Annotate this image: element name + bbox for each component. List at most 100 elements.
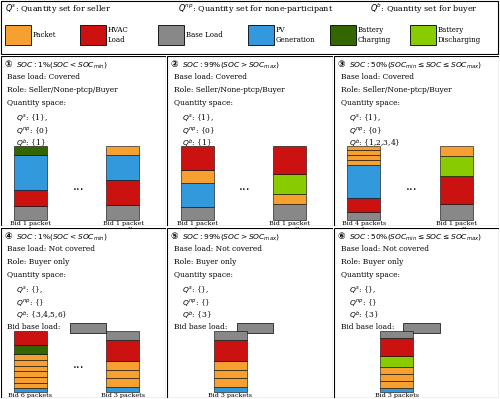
Text: $Q^b$: {3}: $Q^b$: {3} — [182, 310, 212, 322]
Text: ③: ③ — [338, 60, 345, 69]
Text: ④: ④ — [4, 232, 12, 241]
Bar — [106, 340, 140, 361]
Text: Role: Buyer only: Role: Buyer only — [340, 258, 403, 266]
Bar — [214, 340, 246, 361]
Bar — [180, 207, 214, 219]
Text: Bid 1 packet
as a seller: Bid 1 packet as a seller — [102, 221, 144, 232]
Bar — [106, 387, 140, 391]
Bar — [404, 324, 440, 333]
Bar — [348, 160, 380, 165]
Bar — [410, 25, 436, 45]
Text: Bid 1 packet
as a buyer: Bid 1 packet as a buyer — [176, 221, 218, 232]
Text: $Q^b$: {3}: $Q^b$: {3} — [349, 310, 379, 322]
Bar — [440, 203, 473, 219]
Bar — [106, 146, 140, 155]
Text: Bid 1 packet
as a seller: Bid 1 packet as a seller — [269, 221, 310, 232]
Text: Base load: Not covered: Base load: Not covered — [8, 245, 96, 253]
Text: Role: Seller/None-ptcp/Buyer: Role: Seller/None-ptcp/Buyer — [174, 86, 284, 94]
Text: Packet: Packet — [33, 31, 56, 39]
Bar — [440, 156, 473, 176]
Text: Bid base load:: Bid base load: — [174, 323, 228, 331]
Text: $\it{SOC: 50\% (SOC_{min} \leq SOC \leq SOC_{max})}$: $\it{SOC: 50\% (SOC_{min} \leq SOC \leq … — [349, 232, 482, 242]
Text: $Q^{np}$: {0}: $Q^{np}$: {0} — [16, 125, 49, 136]
Text: Bid 4 packets
as a buyer: Bid 4 packets as a buyer — [342, 221, 386, 232]
Text: $Q^s$: {},: $Q^s$: {}, — [16, 284, 43, 295]
Bar — [380, 367, 414, 374]
Text: Quantity space:: Quantity space: — [174, 271, 233, 279]
Bar — [180, 170, 214, 183]
Text: Role: Buyer only: Role: Buyer only — [8, 258, 70, 266]
Text: $Q^{np}$: {0}: $Q^{np}$: {0} — [349, 125, 382, 136]
Text: ...: ... — [239, 180, 251, 193]
Text: ②: ② — [170, 60, 178, 69]
Text: Battery
Charging: Battery Charging — [358, 26, 391, 43]
Bar — [248, 25, 274, 45]
Bar — [106, 361, 140, 370]
Text: HVAC
Load: HVAC Load — [108, 26, 129, 43]
Text: $Q^s$: {1},: $Q^s$: {1}, — [182, 112, 214, 123]
Text: Role: Seller/None-ptcp/Buyer: Role: Seller/None-ptcp/Buyer — [8, 86, 118, 94]
Text: Role: Buyer only: Role: Buyer only — [174, 258, 236, 266]
Text: Base load: Covered: Base load: Covered — [340, 73, 413, 81]
Bar — [14, 377, 47, 383]
Bar — [237, 324, 273, 333]
Text: $Q^{np}$: {}: $Q^{np}$: {} — [349, 297, 378, 308]
Bar — [380, 388, 414, 391]
Text: $\it{SOC: 99\% (SOC > SOC_{max})}$: $\it{SOC: 99\% (SOC > SOC_{max})}$ — [182, 60, 280, 70]
Bar — [348, 146, 380, 150]
Text: $Q^{np}$: Quantity set for none-participant: $Q^{np}$: Quantity set for none-particip… — [178, 2, 334, 15]
Bar — [348, 165, 380, 198]
Bar — [348, 212, 380, 219]
Bar — [214, 387, 246, 391]
Bar — [70, 324, 106, 333]
Text: Bid 1 packet
as a seller: Bid 1 packet as a seller — [436, 221, 476, 232]
Text: ⑥: ⑥ — [338, 232, 345, 241]
Text: $\it{SOC: 99\% (SOC > SOC_{max})}$: $\it{SOC: 99\% (SOC > SOC_{max})}$ — [182, 232, 280, 242]
Text: Quantity space:: Quantity space: — [340, 99, 400, 107]
Text: $Q^b$: {1}: $Q^b$: {1} — [182, 138, 212, 150]
Bar — [14, 190, 47, 206]
Text: Bid base load:: Bid base load: — [8, 323, 60, 331]
Text: Base load: Covered: Base load: Covered — [174, 73, 247, 81]
Bar — [14, 366, 47, 371]
Text: Quantity space:: Quantity space: — [340, 271, 400, 279]
Text: ...: ... — [406, 180, 417, 193]
Bar — [5, 25, 31, 45]
Text: $Q^b$: {1,2,3,4}: $Q^b$: {1,2,3,4} — [349, 138, 401, 150]
Text: Bid 3 packets
as a buyer: Bid 3 packets as a buyer — [101, 393, 145, 399]
Bar — [348, 150, 380, 155]
Text: $Q^b$: {3,4,5,6}: $Q^b$: {3,4,5,6} — [16, 310, 67, 322]
Bar — [330, 25, 356, 45]
Text: $\it{SOC: 50\% (SOC_{min} \leq SOC \leq SOC_{max})}$: $\it{SOC: 50\% (SOC_{min} \leq SOC \leq … — [349, 60, 482, 70]
Bar — [380, 374, 414, 381]
Bar — [14, 146, 47, 155]
Text: Bid 1 packet
as a buyer: Bid 1 packet as a buyer — [10, 221, 51, 232]
Text: $Q^b$: Quantity set for buyer: $Q^b$: Quantity set for buyer — [370, 2, 478, 16]
Bar — [14, 383, 47, 389]
Bar — [14, 330, 47, 345]
Text: $Q^s$: {1},: $Q^s$: {1}, — [16, 112, 48, 123]
Bar — [273, 146, 306, 174]
Text: Bid 3 packets
as a buyer: Bid 3 packets as a buyer — [375, 393, 419, 399]
Text: Battery
Discharging: Battery Discharging — [438, 26, 481, 43]
Text: ...: ... — [72, 358, 84, 371]
Text: $Q^s$: {},: $Q^s$: {}, — [182, 284, 210, 295]
Text: Bid 3 packets
as a buyer: Bid 3 packets as a buyer — [208, 393, 252, 399]
Bar — [214, 330, 246, 340]
Text: Base load: Not covered: Base load: Not covered — [174, 245, 262, 253]
Bar — [348, 198, 380, 212]
Bar — [14, 360, 47, 366]
Text: Quantity space:: Quantity space: — [8, 271, 66, 279]
Text: $\it{SOC: 1\% (SOC < SOC_{min})}$: $\it{SOC: 1\% (SOC < SOC_{min})}$ — [16, 60, 107, 70]
Text: Role: Seller/None-ptcp/Buyer: Role: Seller/None-ptcp/Buyer — [340, 86, 452, 94]
Text: Base load: Covered: Base load: Covered — [8, 73, 81, 81]
Text: Bid base load:: Bid base load: — [340, 323, 394, 331]
Bar — [273, 174, 306, 194]
Bar — [214, 378, 246, 387]
Bar — [14, 389, 47, 391]
Bar — [273, 194, 306, 203]
Bar — [14, 354, 47, 360]
Bar — [106, 330, 140, 340]
Bar — [380, 356, 414, 367]
Text: $Q^b$: {1}: $Q^b$: {1} — [16, 138, 46, 150]
